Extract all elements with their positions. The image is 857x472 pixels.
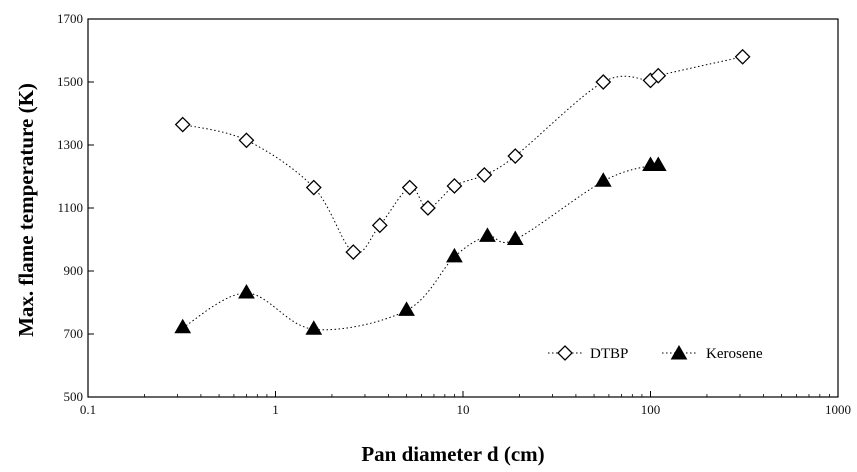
y-tick-label: 900 <box>64 263 84 278</box>
series-dtbp-point <box>401 179 418 196</box>
y-tick-label: 1500 <box>57 74 83 89</box>
series-kerosene-point <box>446 247 463 263</box>
series-kerosene-point <box>506 230 524 245</box>
series-dtbp-point <box>476 167 493 183</box>
series-dtbp-point <box>238 132 255 149</box>
series-layer <box>174 48 751 335</box>
x-tick-label: 10 <box>457 402 470 417</box>
legend-kerosene-label: Kerosene <box>706 346 763 362</box>
plot-area <box>87 18 839 398</box>
legend: DTBP Kerosene <box>548 344 763 362</box>
series-kerosene-point <box>398 301 415 316</box>
series-dtbp-point <box>174 116 191 133</box>
series-kerosene-point <box>594 172 612 187</box>
y-tick-label: 700 <box>64 326 84 341</box>
y-tick-label: 500 <box>64 389 84 404</box>
series-kerosene-point <box>649 156 667 171</box>
x-tick-label: 1000 <box>825 402 851 417</box>
y-axis-title: Max. flame temperature (K) <box>14 83 38 337</box>
series-dtbp-point <box>345 244 362 261</box>
legend-dtbp-label: DTBP <box>590 346 628 362</box>
series-dtbp-point <box>420 200 436 216</box>
x-tick-label: 1 <box>272 402 279 417</box>
legend-dtbp-marker <box>557 345 573 361</box>
x-tick-label: 100 <box>641 402 661 417</box>
series-dtbp-point <box>446 178 463 194</box>
series-dtbp-point <box>305 179 322 196</box>
legend-kerosene-marker <box>670 344 688 360</box>
x-axis: 0.1 1 10 100 1000 <box>80 391 851 417</box>
series-dtbp-point <box>507 148 524 164</box>
series-kerosene-line <box>182 163 659 331</box>
series-kerosene-point <box>305 320 323 335</box>
series-dtbp-point <box>371 217 388 234</box>
series-kerosene-point <box>238 284 255 299</box>
series-dtbp-point <box>595 74 612 90</box>
y-tick-label: 1100 <box>57 200 83 215</box>
x-axis-title: Pan diameter d (cm) <box>361 442 544 466</box>
plot-frame <box>87 18 839 398</box>
series-kerosene-point <box>174 318 192 334</box>
y-tick-label: 1700 <box>57 11 83 26</box>
series-dtbp-point <box>650 67 667 84</box>
series-kerosene-point <box>479 227 496 242</box>
y-axis: 500 700 900 1100 1300 1500 1700 <box>57 11 94 404</box>
x-tick-label: 0.1 <box>80 402 96 417</box>
series-dtbp-line <box>182 56 743 254</box>
y-tick-label: 1300 <box>57 137 83 152</box>
series-dtbp-point <box>734 48 751 65</box>
